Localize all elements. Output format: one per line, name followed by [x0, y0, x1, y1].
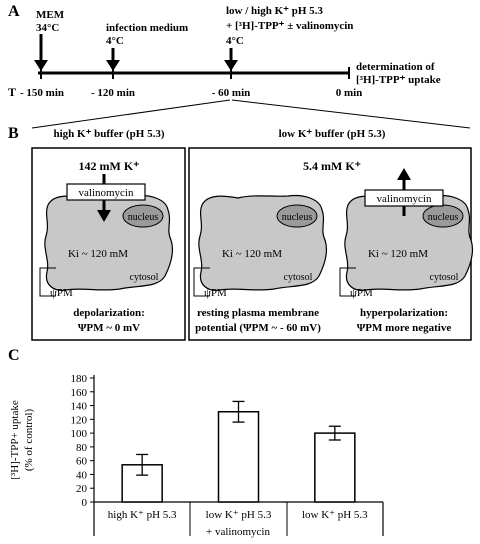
event-3-arrow-head [224, 60, 238, 71]
x-tick-label-1: high K⁺ pH 5.3 [108, 509, 177, 521]
time-150: - 150 min [20, 87, 64, 99]
caption-2-line2: potential (ΨPM ~ - 60 mV) [195, 322, 321, 334]
valinomycin-footer: + valinomycin [206, 526, 270, 538]
nucleus-1-label: nucleus [128, 212, 159, 223]
valinomycin-box-1 [66, 183, 146, 201]
caption-2-line1: resting plasma membrane [197, 307, 319, 319]
y-tick-label: 40 [76, 469, 88, 481]
zoom-line-left [31, 99, 231, 129]
event-3-line3: 4°C [226, 35, 244, 47]
event-2-line1: infection medium [106, 22, 188, 34]
y-tick-label: 160 [71, 387, 88, 399]
caption-3-line2: ΨPM more negative [357, 322, 452, 334]
event-2-arrow-head [106, 60, 120, 71]
nucleus-1 [122, 204, 164, 228]
ki-2-label: Ki ~ 120 mM [222, 248, 282, 260]
y-tick-label: 180 [71, 373, 88, 385]
panel-a-label: A [8, 3, 20, 20]
bar-2 [217, 411, 260, 503]
x-tick-label-3: low K⁺ pH 5.3 [302, 509, 368, 521]
panel-c-label: C [8, 347, 20, 364]
y-tick-label: 60 [76, 456, 88, 468]
y-axis-label-line2: (% of control) [23, 409, 35, 472]
event-3-line2: + [³H]-TPP⁺ ± valinomycin [226, 20, 353, 32]
y-tick-label: 80 [76, 442, 88, 454]
end-label-line1: determination of [356, 61, 435, 73]
k-outflow-arrow-head [397, 168, 411, 180]
psi-pm-2-label: ψPM [204, 287, 227, 299]
left-header: high K⁺ buffer (pH 5.3) [53, 128, 164, 140]
y-axis-label-line1: [³H]-TPP+ uptake [9, 400, 21, 480]
nucleus-3-label: nucleus [428, 212, 459, 223]
y-tick-label: 0 [82, 497, 88, 509]
event-3-line1: low / high K⁺ pH 5.3 [226, 5, 323, 17]
psi-pm-1-label: ψPM [50, 287, 73, 299]
valinomycin-1-label: valinomycin [79, 187, 134, 199]
cytosol-1-label: cytosol [130, 272, 159, 283]
cytosol-3-label: cytosol [430, 272, 459, 283]
nucleus-2-label: nucleus [282, 212, 313, 223]
psi-bracket-3 [339, 267, 356, 297]
event-2-line2: 4°C [106, 35, 124, 47]
y-tick-label: 20 [76, 483, 88, 495]
cell-3: nucleus Ki ~ 120 mM cytosol ψPM [339, 194, 474, 299]
low-k-concentration: 5.4 mM K⁺ [303, 159, 361, 173]
event-1-arrow-head [34, 60, 48, 71]
ki-3-label: Ki ~ 120 mM [368, 248, 428, 260]
cell-1: nucleus Ki ~ 120 mM cytosol ψPM [39, 194, 174, 299]
time-120: - 120 min [91, 87, 135, 99]
psi-bracket-2 [193, 267, 210, 297]
nucleus-2 [276, 204, 318, 228]
psi-bracket-1 [39, 267, 56, 297]
right-header: low K⁺ buffer (pH 5.3) [279, 128, 386, 140]
caption-3-line1: hyperpolarization: [360, 307, 448, 319]
time-0: 0 min [336, 87, 363, 99]
time-60: - 60 min [212, 87, 251, 99]
x-tick-label-2: low K⁺ pH 5.3 [206, 509, 272, 521]
y-tick-label: 100 [71, 428, 88, 440]
zoom-line-right [231, 99, 471, 129]
event-1-line2: 34°C [36, 22, 59, 34]
caption-1-line2: ΨPM ~ 0 mV [78, 322, 140, 334]
end-label-line2: [³H]-TPP⁺ uptake [356, 74, 441, 86]
uptake-bar-chart: [³H]-TPP+ uptake (% of control) + valino… [9, 373, 384, 538]
valinomycin-2-label: valinomycin [377, 193, 432, 205]
event-1-line1: MEM [36, 9, 65, 21]
caption-1-line1: depolarization: [73, 307, 145, 319]
panel-b-label: B [8, 125, 19, 142]
y-tick-label: 120 [71, 414, 88, 426]
cytosol-2-label: cytosol [284, 272, 313, 283]
time-axis-label: T [8, 85, 16, 99]
psi-pm-3-label: ψPM [350, 287, 373, 299]
cell-2: nucleus Ki ~ 120 mM cytosol ψPM [193, 194, 328, 299]
y-tick-label: 140 [71, 401, 88, 413]
bar-3 [314, 432, 356, 503]
k-inflow-arrow-head [97, 210, 111, 222]
high-k-concentration: 142 mM K⁺ [79, 159, 140, 173]
ki-1-label: Ki ~ 120 mM [68, 248, 128, 260]
high-k-box [31, 147, 186, 341]
